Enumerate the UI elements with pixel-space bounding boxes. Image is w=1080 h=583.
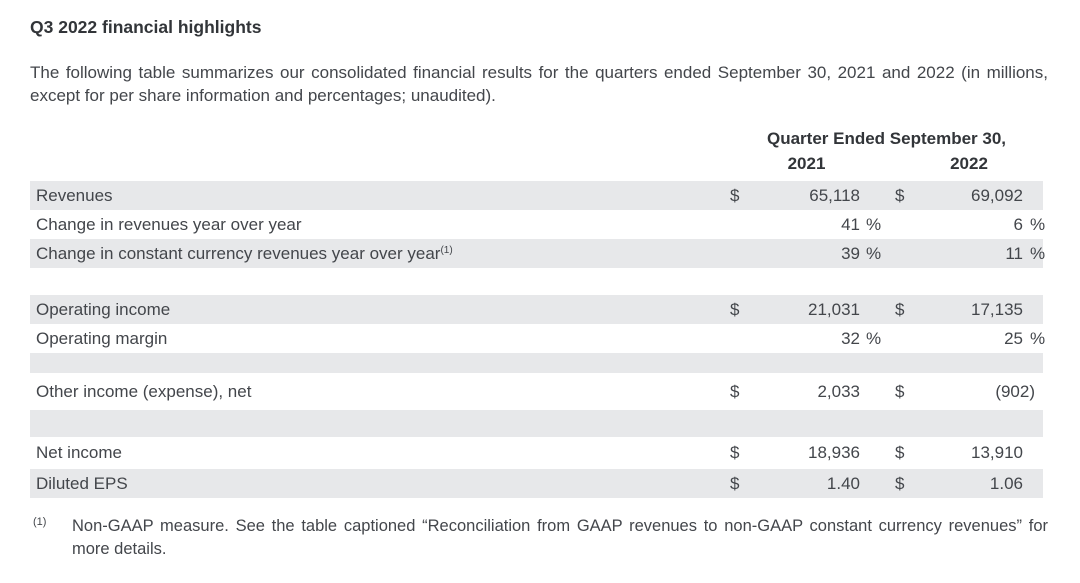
row-revenue-change: Change in revenues year over year 41 % 6… [30,210,1046,239]
footnote-text: Non-GAAP measure. See the table captione… [72,517,1048,558]
row-label: Diluted EPS [36,473,128,493]
value-2022: 11 [1005,243,1023,263]
percent-sign: % [866,243,882,263]
currency-symbol: $ [730,185,740,205]
value-2021: 21,031 [808,299,860,319]
row-revenues: Revenues $ 65,118 $ 69,092 [30,181,1043,210]
footnote-marker: (1) [33,516,47,528]
col-header-2022: 2022 [950,154,988,173]
percent-sign: % [1030,328,1046,348]
row-label: Change in constant currency revenues yea… [30,244,730,264]
percent-sign: % [1030,214,1046,234]
intro-paragraph: The following table summarizes our conso… [30,63,1048,105]
value-2021: 2,033 [817,381,860,401]
row-label: Operating income [36,299,171,319]
footnote-ref: (1) [440,244,453,256]
currency-symbol: $ [730,473,740,493]
spacer-row [30,410,1043,437]
percent-sign: % [866,328,882,348]
col-group-header: Quarter Ended September 30, [766,129,1007,148]
value-2022: (902) [995,381,1035,401]
currency-symbol: $ [895,443,905,462]
row-label: Net income [36,443,122,462]
value-2021: 32 [841,328,860,348]
row-label: Operating margin [36,328,168,348]
value-2021: 18,936 [808,443,860,462]
financial-table: Quarter Ended September 30, 2021 2022 Re… [30,129,1048,498]
spacer-row [30,268,1043,295]
currency-symbol: $ [895,381,905,401]
currency-symbol: $ [895,185,905,205]
table-header-years-row: 2021 2022 [30,151,1043,177]
value-2022: 69,092 [971,185,1023,205]
value-2021: 41 [841,214,860,234]
row-label: Change in revenues year over year [36,214,302,234]
currency-symbol: $ [895,473,905,493]
row-label: Other income (expense), net [36,381,252,401]
row-diluted-eps: Diluted EPS $ 1.40 $ 1.06 [30,469,1043,498]
row-net-income: Net income $ 18,936 $ 13,910 [30,437,1043,469]
row-operating-income: Operating income $ 21,031 $ 17,135 [30,295,1043,324]
row-label-text: Change in constant currency revenues yea… [36,243,441,263]
value-2022: 25 [1004,328,1023,348]
value-2022: 1.06 [989,473,1023,493]
currency-symbol: $ [730,381,740,401]
row-other-income: Other income (expense), net $ 2,033 $ (9… [30,373,1043,410]
col-header-2021: 2021 [787,154,826,173]
header-spacer [30,129,730,151]
currency-symbol: $ [730,299,740,319]
value-2022: 6 [1013,214,1023,234]
footnote: (1) Non-GAAP measure. See the table capt… [30,515,1048,561]
page-title: Q3 2022 financial highlights [30,17,262,37]
value-2022: 13,910 [971,443,1023,462]
row-label: Revenues [36,185,113,205]
percent-sign: % [1030,243,1046,263]
row-cc-revenue-change: Change in constant currency revenues yea… [30,239,1046,268]
currency-symbol: $ [895,299,905,319]
spacer-row [30,353,1043,373]
value-2022: 17,135 [971,299,1023,319]
value-2021: 39 [841,243,860,263]
value-2021: 1.40 [826,473,860,493]
currency-symbol: $ [730,443,740,462]
table-header-group-row: Quarter Ended September 30, [30,129,1043,151]
percent-sign: % [866,214,882,234]
value-2021: 65,118 [809,185,860,205]
row-operating-margin: Operating margin 32 % 25 % [30,324,1046,353]
